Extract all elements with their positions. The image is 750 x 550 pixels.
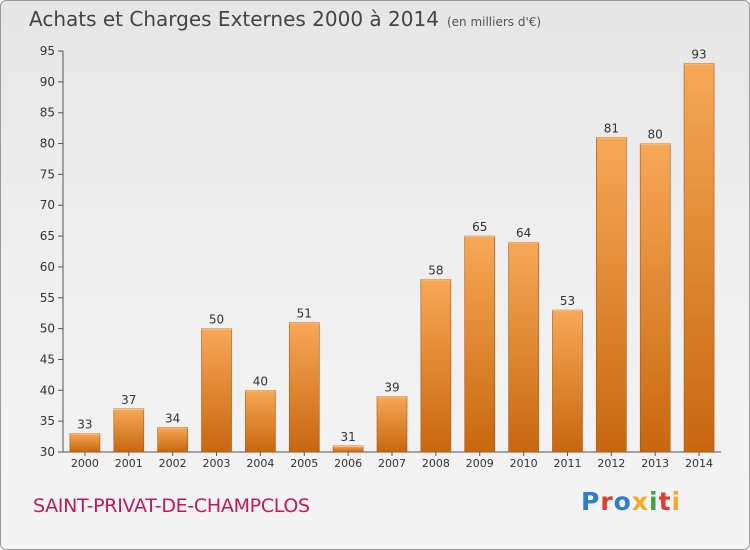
logo-letter: r <box>600 487 614 516</box>
bar-2007 <box>376 396 408 453</box>
bar-2000 <box>69 433 101 453</box>
chart-unit: (en milliers d'€) <box>446 15 542 29</box>
data-label-2008: 58 <box>428 263 443 277</box>
x-tick-label-2013: 2013 <box>641 457 669 470</box>
x-tick-label-2009: 2009 <box>466 457 494 470</box>
bar-2014 <box>683 63 715 453</box>
data-label-2009: 65 <box>472 220 487 234</box>
logo-letter: t <box>658 487 672 516</box>
bar-2012 <box>596 137 627 453</box>
data-label-2007: 39 <box>384 380 399 394</box>
commune-name: SAINT-PRIVAT-DE-CHAMPCLOS <box>33 495 310 517</box>
bar-2002 <box>157 427 188 453</box>
bar-2011 <box>552 309 583 453</box>
x-tick-label-2004: 2004 <box>246 457 274 470</box>
logo-letter: i <box>671 487 682 516</box>
y-tick-label: 50 <box>40 322 55 336</box>
data-label-2011: 53 <box>560 294 575 308</box>
y-tick-label: 40 <box>40 383 55 397</box>
chart-title: Achats et Charges Externes 2000 à 2014 (e… <box>29 7 541 31</box>
data-label-2014: 93 <box>691 47 706 61</box>
x-tick-label-2007: 2007 <box>378 457 406 470</box>
bars <box>69 63 715 453</box>
x-tick-label-2012: 2012 <box>597 457 625 470</box>
y-tick-label: 65 <box>40 229 55 243</box>
chart-title-text: Achats et Charges Externes 2000 à 2014 <box>29 7 439 31</box>
data-label-2001: 37 <box>121 393 136 407</box>
y-tick-label: 75 <box>40 167 55 181</box>
x-tick-label-2005: 2005 <box>290 457 318 470</box>
y-tick-label: 80 <box>40 137 55 151</box>
data-label-2006: 31 <box>340 430 355 444</box>
data-label-2013: 80 <box>648 128 663 142</box>
logo-letter: o <box>613 487 632 516</box>
x-tick-label-2000: 2000 <box>71 457 99 470</box>
x-tick-label-2006: 2006 <box>334 457 362 470</box>
bar-2009 <box>464 235 496 453</box>
x-tick-label-2003: 2003 <box>203 457 231 470</box>
x-tick-label-2010: 2010 <box>510 457 538 470</box>
data-label-2012: 81 <box>604 121 619 135</box>
bar-2004 <box>245 390 276 453</box>
bar-2010 <box>508 241 539 453</box>
logo-letter: x <box>631 487 649 516</box>
logo-letter: i <box>649 487 659 516</box>
y-tick-label: 35 <box>40 414 55 428</box>
bar-2003 <box>201 328 232 453</box>
x-tick-label-2011: 2011 <box>553 457 581 470</box>
y-tick-label: 30 <box>40 445 55 459</box>
bar-2013 <box>639 143 671 453</box>
proxiti-logo[interactable]: Proxiti <box>581 487 681 516</box>
x-tick-label-2008: 2008 <box>422 457 450 470</box>
data-label-2005: 51 <box>297 306 312 320</box>
y-tick-label: 85 <box>40 106 55 120</box>
y-tick-label: 45 <box>40 352 55 366</box>
x-tick-label-2001: 2001 <box>115 457 143 470</box>
bar-2001 <box>113 408 145 453</box>
y-tick-label: 95 <box>40 44 55 58</box>
y-tick-label: 60 <box>40 260 55 274</box>
y-tick-label: 55 <box>40 291 55 305</box>
data-labels: 33 37 34 50 40 51 31 39 58 65 64 53 81 80 93 <box>77 47 706 443</box>
data-label-2003: 50 <box>209 313 224 327</box>
bar-2005 <box>288 322 320 453</box>
bar-2008 <box>420 278 452 453</box>
y-tick-label: 90 <box>40 75 55 89</box>
data-label-2010: 64 <box>516 226 531 240</box>
logo-letter: P <box>581 487 601 516</box>
y-tick-label: 70 <box>40 198 55 212</box>
data-label-2004: 40 <box>253 374 268 388</box>
data-label-2002: 34 <box>165 411 180 425</box>
x-tick-label-2002: 2002 <box>159 457 187 470</box>
data-label-2000: 33 <box>77 417 92 431</box>
axes: 30 35 40 45 50 55 60 65 70 75 80 85 90 95 2000 2001 2002… <box>40 44 721 470</box>
x-tick-label-2014: 2014 <box>685 457 713 470</box>
